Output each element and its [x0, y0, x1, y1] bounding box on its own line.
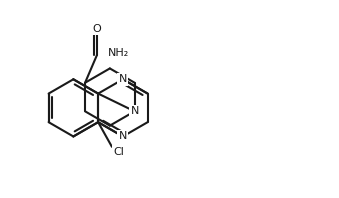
Text: NH₂: NH₂ [108, 48, 129, 58]
Text: Cl: Cl [114, 147, 124, 157]
Text: N: N [119, 74, 127, 84]
Text: O: O [93, 24, 101, 33]
Text: N: N [131, 106, 139, 116]
Text: N: N [119, 131, 127, 141]
